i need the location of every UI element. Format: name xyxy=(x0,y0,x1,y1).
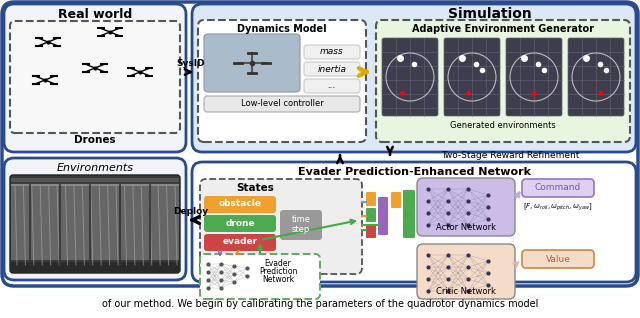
FancyBboxPatch shape xyxy=(280,210,322,240)
Text: Value: Value xyxy=(545,254,570,264)
Text: Generated environments: Generated environments xyxy=(450,121,556,130)
FancyBboxPatch shape xyxy=(204,96,360,112)
Text: SysID: SysID xyxy=(177,59,205,68)
Text: mass: mass xyxy=(320,47,344,57)
Text: evader: evader xyxy=(223,238,257,246)
FancyBboxPatch shape xyxy=(192,162,636,282)
Text: Environments: Environments xyxy=(56,163,134,173)
Text: Two-Stage Reward Refinement: Two-Stage Reward Refinement xyxy=(441,151,579,161)
FancyBboxPatch shape xyxy=(382,38,438,116)
FancyBboxPatch shape xyxy=(403,190,415,238)
FancyBboxPatch shape xyxy=(10,21,180,133)
FancyBboxPatch shape xyxy=(204,234,276,251)
FancyBboxPatch shape xyxy=(568,38,624,116)
FancyBboxPatch shape xyxy=(366,224,376,238)
FancyBboxPatch shape xyxy=(304,79,360,93)
Text: Critic Network: Critic Network xyxy=(436,287,496,296)
FancyBboxPatch shape xyxy=(200,179,362,274)
FancyBboxPatch shape xyxy=(417,178,515,236)
Text: Prediction: Prediction xyxy=(259,267,297,276)
FancyBboxPatch shape xyxy=(522,179,594,197)
Bar xyxy=(11,178,179,182)
FancyBboxPatch shape xyxy=(10,175,180,273)
Text: Evader Prediction-Enhanced Network: Evader Prediction-Enhanced Network xyxy=(298,167,531,177)
Text: Real world: Real world xyxy=(58,8,132,20)
FancyBboxPatch shape xyxy=(376,20,630,142)
Text: Evader: Evader xyxy=(264,259,291,268)
FancyBboxPatch shape xyxy=(391,192,401,208)
FancyBboxPatch shape xyxy=(204,196,276,213)
Text: ...: ... xyxy=(328,81,336,91)
Text: Command: Command xyxy=(535,183,581,192)
FancyBboxPatch shape xyxy=(192,4,636,152)
Text: time: time xyxy=(291,215,310,224)
FancyBboxPatch shape xyxy=(506,38,562,116)
FancyBboxPatch shape xyxy=(378,197,388,235)
Text: obstacle: obstacle xyxy=(218,199,262,209)
Text: Low-level controller: Low-level controller xyxy=(241,100,323,108)
FancyBboxPatch shape xyxy=(2,2,638,286)
FancyBboxPatch shape xyxy=(4,158,186,280)
Text: Adaptive Environment Generator: Adaptive Environment Generator xyxy=(412,24,594,34)
FancyBboxPatch shape xyxy=(204,34,300,92)
FancyBboxPatch shape xyxy=(444,38,500,116)
FancyBboxPatch shape xyxy=(366,192,376,206)
FancyBboxPatch shape xyxy=(198,20,366,142)
Text: $[F, \omega_{roll}, \omega_{pitch}, \omega_{yaw}]$: $[F, \omega_{roll}, \omega_{pitch}, \ome… xyxy=(524,201,593,213)
Text: Actor Network: Actor Network xyxy=(436,224,496,232)
Text: Simulation: Simulation xyxy=(448,7,532,21)
FancyBboxPatch shape xyxy=(522,250,594,268)
FancyBboxPatch shape xyxy=(304,62,360,76)
Text: Dynamics Model: Dynamics Model xyxy=(237,24,327,34)
Text: step: step xyxy=(292,225,310,233)
FancyBboxPatch shape xyxy=(366,208,376,222)
FancyBboxPatch shape xyxy=(417,244,515,299)
Bar xyxy=(11,185,179,260)
FancyBboxPatch shape xyxy=(4,4,186,152)
Text: Drones: Drones xyxy=(74,135,116,145)
Text: drone: drone xyxy=(225,218,255,227)
FancyBboxPatch shape xyxy=(200,254,320,299)
FancyBboxPatch shape xyxy=(304,45,360,59)
Text: Network: Network xyxy=(262,275,294,285)
Text: States: States xyxy=(236,183,274,193)
Text: inertia: inertia xyxy=(317,65,346,73)
FancyBboxPatch shape xyxy=(204,215,276,232)
Text: of our method. We begin by calibrating the parameters of the quadrotor dynamics : of our method. We begin by calibrating t… xyxy=(102,299,538,309)
Bar xyxy=(11,262,179,272)
Text: Deploy: Deploy xyxy=(173,208,209,217)
